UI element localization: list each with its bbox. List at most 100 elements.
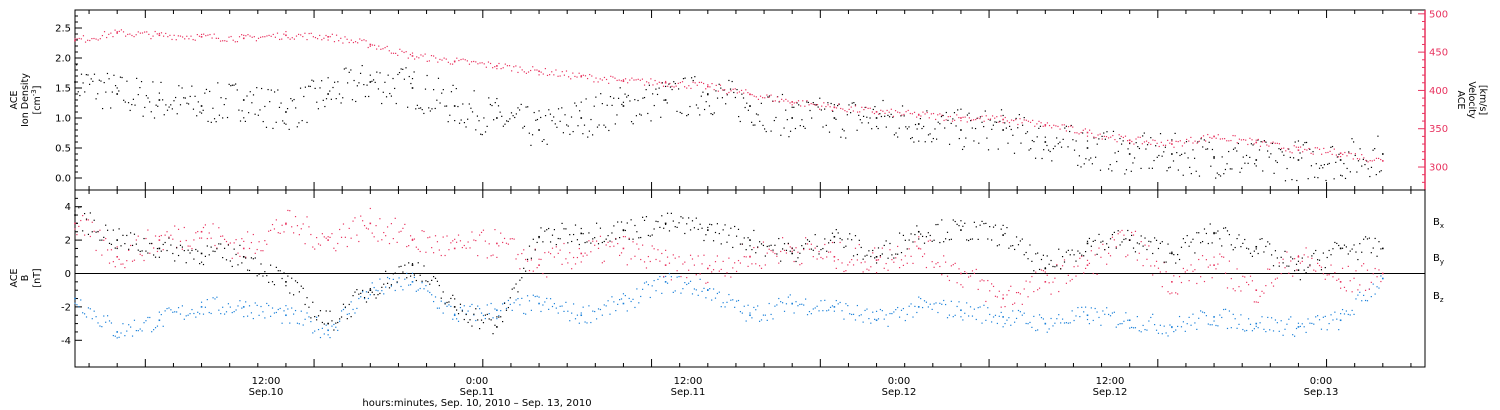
density-sample bbox=[1202, 146, 1204, 148]
by-sample bbox=[1165, 332, 1167, 334]
velocity-sample bbox=[137, 31, 139, 33]
velocity-sample bbox=[698, 81, 700, 84]
velocity-sample bbox=[181, 36, 184, 38]
density-sample bbox=[257, 114, 259, 116]
bz-sample bbox=[371, 232, 373, 234]
density-sample bbox=[979, 116, 982, 118]
bz-sample bbox=[1025, 280, 1027, 282]
density-sample bbox=[517, 107, 519, 109]
bx-sample bbox=[158, 256, 160, 258]
bz-sample bbox=[237, 252, 239, 254]
bz-sample bbox=[975, 268, 977, 271]
bz-sample bbox=[396, 241, 398, 243]
bz-sample bbox=[206, 237, 208, 240]
velocity-sample bbox=[1145, 140, 1148, 142]
velocity-sample bbox=[1164, 144, 1167, 146]
density-sample bbox=[939, 123, 941, 125]
velocity-sample bbox=[373, 44, 376, 46]
bz-sample bbox=[273, 228, 276, 230]
bx-sample bbox=[872, 249, 874, 252]
velocity-sample bbox=[842, 108, 844, 110]
bx-sample bbox=[1288, 265, 1290, 267]
bz-point bbox=[158, 239, 161, 241]
bz-sample bbox=[120, 263, 122, 265]
density-sample bbox=[1070, 124, 1072, 127]
velocity-sample bbox=[884, 112, 886, 114]
bz-sample bbox=[526, 260, 529, 262]
by-sample bbox=[1305, 331, 1307, 334]
velocity-sample bbox=[475, 61, 477, 63]
velocity-sample bbox=[673, 86, 675, 88]
velocity-sample bbox=[209, 33, 211, 36]
density-sample bbox=[914, 123, 917, 126]
bz-sample bbox=[1223, 256, 1225, 258]
velocity-sample bbox=[424, 53, 426, 55]
density-sample bbox=[368, 95, 370, 98]
bz-sample bbox=[1140, 241, 1142, 243]
bz-sample bbox=[785, 252, 788, 254]
velocity-sample bbox=[1126, 140, 1129, 142]
velocity-sample bbox=[87, 39, 89, 41]
density-sample bbox=[1099, 169, 1102, 171]
by-sample bbox=[281, 322, 283, 324]
bx-sample bbox=[534, 249, 536, 251]
density-sample bbox=[1172, 160, 1175, 162]
density-sample bbox=[812, 101, 814, 104]
bx-sample bbox=[1129, 239, 1131, 241]
velocity-sample bbox=[1131, 140, 1133, 143]
bz-sample bbox=[617, 242, 619, 245]
b-tick-label-1: -2 bbox=[61, 302, 71, 313]
density-sample bbox=[728, 79, 730, 82]
density-sample bbox=[984, 110, 986, 112]
density-sample bbox=[303, 95, 305, 98]
density-sample bbox=[608, 129, 610, 132]
bz-sample bbox=[803, 248, 805, 251]
by-sample bbox=[916, 311, 918, 314]
density-sample bbox=[382, 91, 384, 93]
bz-sample bbox=[697, 255, 699, 257]
density-sample bbox=[1171, 139, 1173, 141]
bz-sample bbox=[1249, 275, 1252, 277]
velocity-sample bbox=[544, 67, 546, 70]
by-sample bbox=[310, 321, 312, 323]
velocity-point bbox=[1171, 143, 1173, 145]
density-sample bbox=[892, 116, 894, 118]
velocity-sample bbox=[405, 51, 407, 53]
bx-sample bbox=[1180, 246, 1183, 248]
bx-sample bbox=[563, 228, 565, 230]
bz-sample bbox=[1113, 239, 1115, 241]
by-sample bbox=[454, 313, 456, 315]
velocity-sample bbox=[1285, 150, 1287, 152]
bz-sample bbox=[131, 260, 134, 262]
bz-sample bbox=[229, 242, 231, 244]
bx-sample bbox=[868, 250, 870, 252]
velocity-sample bbox=[591, 75, 593, 77]
velocity-sample bbox=[804, 105, 806, 107]
velocity-point bbox=[1382, 160, 1384, 162]
bz-sample bbox=[1194, 269, 1196, 271]
bx-sample bbox=[1134, 251, 1137, 253]
density-sample bbox=[1320, 164, 1322, 167]
velocity-sample bbox=[97, 39, 99, 41]
density-sample bbox=[619, 87, 621, 89]
bx-sample bbox=[496, 316, 498, 318]
velocity-sample bbox=[289, 38, 291, 40]
density-sample bbox=[807, 101, 810, 104]
by-sample bbox=[1015, 317, 1018, 320]
by-point bbox=[664, 281, 667, 283]
bz-sample bbox=[373, 236, 375, 238]
by-sample bbox=[1322, 316, 1324, 318]
density-sample bbox=[1254, 163, 1256, 165]
by-sample bbox=[446, 305, 448, 307]
velocity-sample bbox=[1137, 136, 1139, 138]
bx-sample bbox=[446, 301, 448, 304]
density-sample bbox=[775, 116, 777, 119]
bx-sample bbox=[1182, 238, 1184, 240]
bx-sample bbox=[197, 250, 199, 252]
bz-sample bbox=[350, 237, 352, 239]
bz-sample bbox=[1238, 286, 1240, 288]
bz-sample bbox=[734, 262, 736, 264]
density-sample bbox=[1116, 160, 1118, 163]
bz-sample bbox=[567, 262, 569, 264]
velocity-sample bbox=[76, 38, 78, 40]
